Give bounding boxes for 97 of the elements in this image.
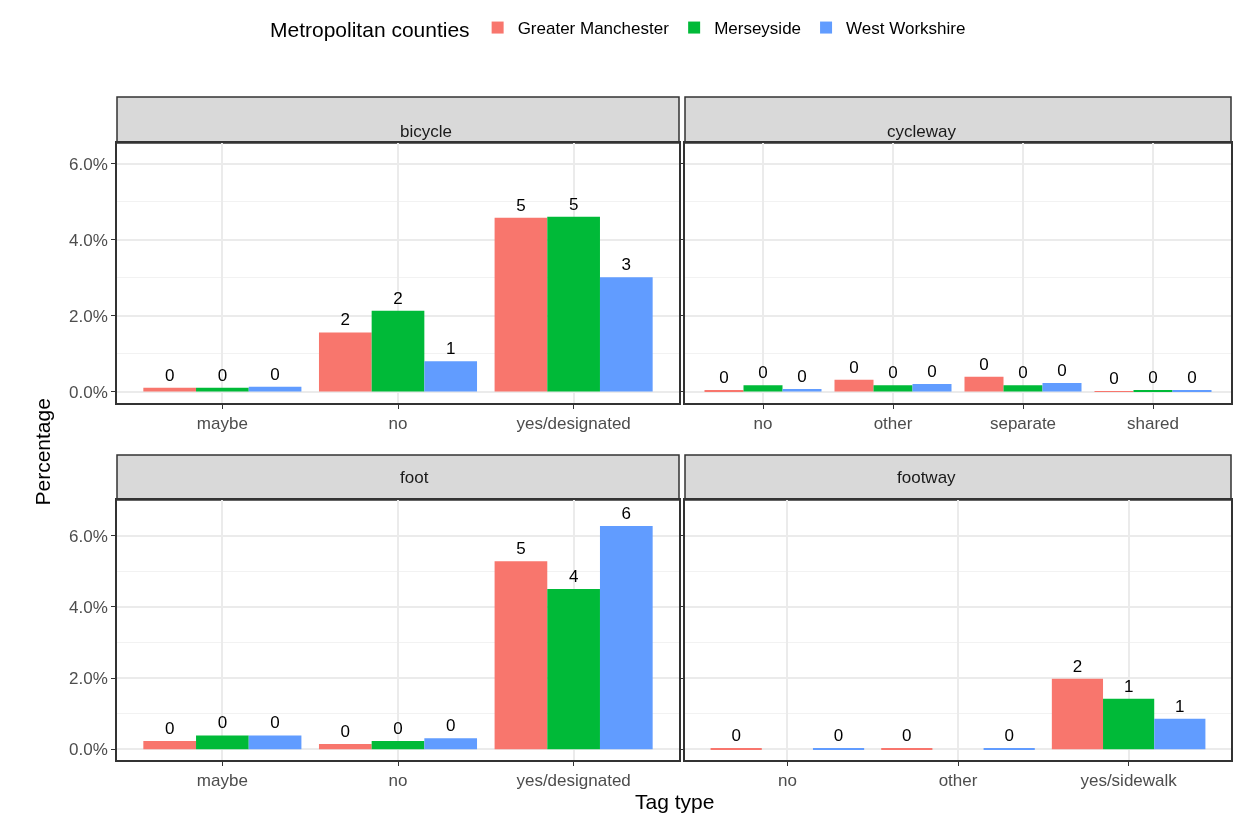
bar — [424, 738, 478, 750]
data-label: 2 — [340, 310, 351, 330]
y-axis-title: Percentage — [30, 398, 54, 506]
bar — [743, 385, 783, 392]
chart-title: footway — [897, 468, 957, 487]
x-tick-label: shared — [1127, 414, 1179, 434]
bar — [1042, 382, 1082, 392]
y-tick-label: 2.0% — [69, 669, 108, 689]
data-label: 0 — [270, 364, 280, 384]
data-label: 3 — [621, 255, 632, 275]
data-label: 5 — [568, 194, 579, 214]
x-tick-label: other — [873, 414, 913, 434]
x-tick-label: separate — [989, 414, 1057, 434]
bar — [371, 310, 425, 392]
data-label: 0 — [731, 726, 741, 745]
bar — [964, 376, 1004, 392]
data-label: 1 — [1175, 696, 1185, 716]
bar — [494, 217, 548, 392]
chart-title: foot — [400, 468, 429, 487]
data-label: 0 — [927, 362, 937, 382]
data-label: 0 — [1148, 368, 1158, 387]
x-axis-title: Tag type — [635, 790, 715, 813]
bar — [196, 387, 249, 392]
bar — [1103, 698, 1155, 750]
data-label: 0 — [979, 354, 989, 374]
bar — [834, 379, 874, 392]
x-tick-label: no — [753, 414, 773, 434]
data-label: 1 — [445, 339, 456, 359]
y-tick-label: 4.0% — [69, 230, 108, 250]
bar — [547, 589, 600, 750]
legend-label: West Workshire — [846, 19, 966, 39]
y-tick-label: 6.0% — [69, 526, 108, 546]
data-label: 0 — [758, 363, 768, 383]
legend-label: Merseyside — [714, 19, 802, 39]
bar — [371, 741, 425, 750]
data-label: 0 — [340, 721, 351, 741]
y-tick-label: 0.0% — [69, 382, 108, 402]
data-label: 0 — [164, 719, 175, 739]
data-label: 0 — [270, 713, 280, 733]
bar — [599, 526, 653, 750]
data-label: 0 — [849, 357, 859, 377]
data-label: 0 — [217, 713, 228, 733]
data-label: 0 — [833, 726, 844, 745]
bar — [248, 735, 302, 750]
chart-title: cycleway — [887, 122, 957, 141]
bar — [143, 387, 197, 392]
data-label: 0 — [1109, 369, 1119, 388]
bar — [424, 361, 478, 392]
data-label: 0 — [217, 365, 228, 385]
bar — [547, 216, 600, 392]
data-label: 0 — [1018, 363, 1028, 383]
data-label: 6 — [621, 504, 632, 523]
data-label: 0 — [719, 368, 729, 387]
data-label: 2 — [1072, 656, 1083, 676]
data-label: 0 — [1057, 360, 1067, 380]
bar — [782, 388, 822, 392]
y-tick-label: 2.0% — [69, 306, 108, 326]
bar — [143, 741, 197, 750]
y-tick-label: 6.0% — [69, 154, 108, 174]
data-label: 0 — [445, 716, 456, 736]
x-tick-label: maybe — [196, 771, 248, 791]
data-label: 0 — [902, 726, 912, 745]
data-label: 2 — [393, 288, 403, 308]
data-label: 1 — [1123, 676, 1134, 696]
x-tick-label: yes/sidewalk — [1080, 771, 1178, 791]
data-label: 0 — [393, 719, 403, 739]
y-tick-label: 4.0% — [69, 597, 108, 617]
data-label: 0 — [164, 365, 175, 385]
x-tick-label: yes/designated — [516, 414, 631, 434]
x-tick-label: no — [388, 414, 408, 434]
bar — [912, 384, 952, 392]
legend-title: Metropolitan counties — [270, 18, 470, 42]
y-tick-label: 0.0% — [69, 740, 108, 760]
bar — [599, 277, 653, 392]
x-tick-label: other — [938, 771, 978, 791]
chart-title: bicycle — [400, 122, 452, 141]
data-label: 4 — [568, 567, 579, 587]
bar — [196, 735, 249, 750]
bar — [318, 332, 372, 392]
x-tick-label: no — [777, 771, 797, 791]
x-tick-label: yes/designated — [516, 771, 631, 791]
x-tick-label: no — [388, 771, 408, 791]
x-tick-label: maybe — [196, 414, 248, 434]
bar — [494, 561, 548, 750]
data-label: 0 — [888, 363, 898, 383]
bar — [1154, 718, 1206, 750]
bar — [1051, 678, 1104, 750]
bar — [873, 385, 913, 392]
legend-label: Greater Manchester — [517, 19, 670, 39]
data-label: 0 — [1187, 368, 1197, 387]
data-label: 5 — [516, 195, 526, 215]
data-label: 5 — [516, 539, 526, 559]
bar — [1003, 385, 1043, 392]
bar — [248, 386, 302, 392]
data-label: 0 — [797, 366, 807, 386]
data-label: 0 — [1004, 726, 1014, 745]
bar — [318, 743, 372, 750]
